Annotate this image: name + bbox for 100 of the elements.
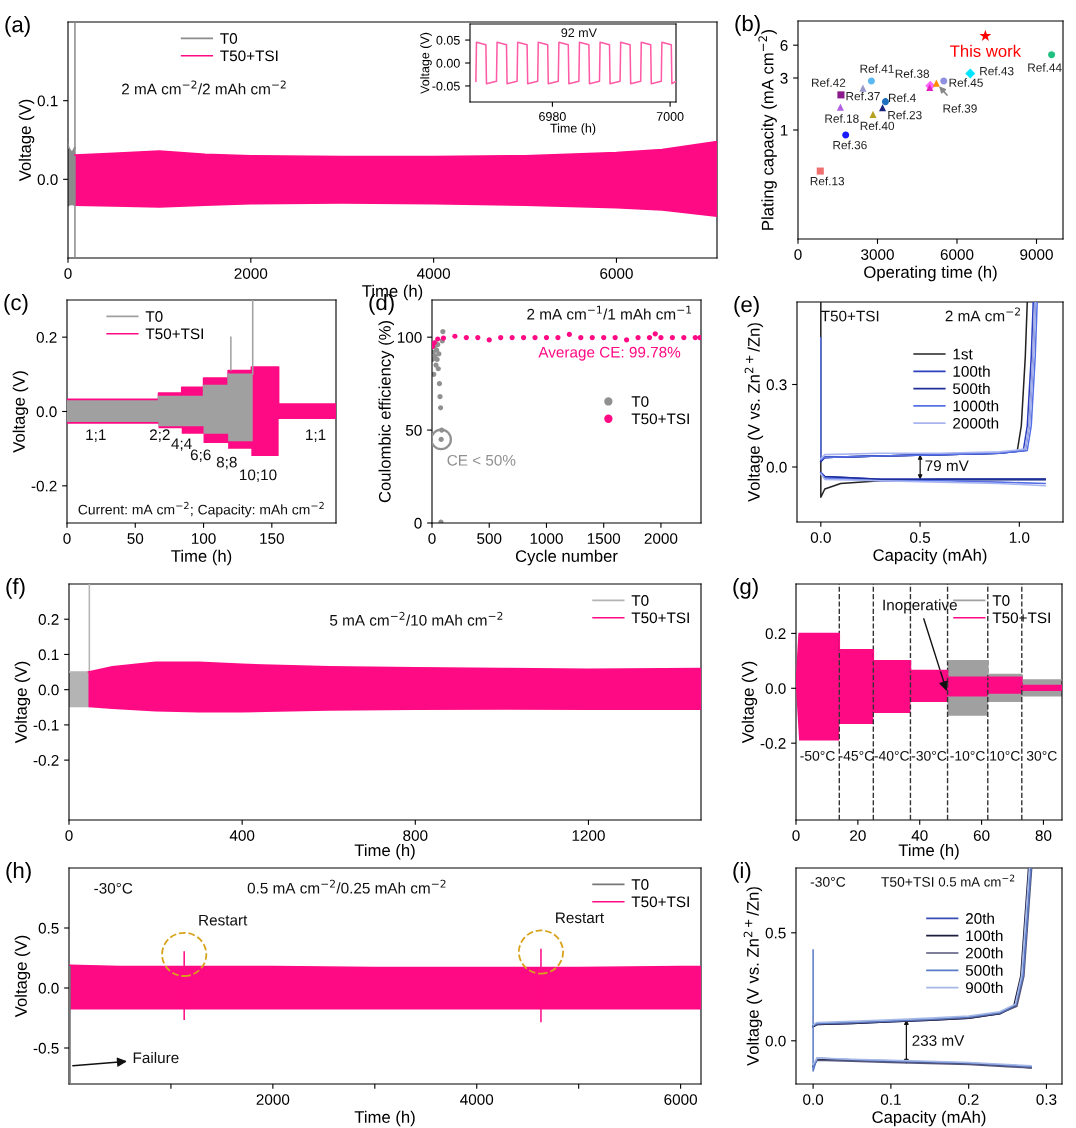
annotation: 1;1 [86,429,106,442]
series-label: Ref.13 [810,176,845,186]
y-tick-label: 50 [405,424,422,436]
x-tick-label: 2000 [234,268,268,279]
y-tick-label: -0.1 [33,719,59,731]
y-tick-label: 0.2 [765,628,786,640]
legend-label: 500th [952,382,990,395]
x-tick-label: 20 [850,830,866,841]
annotation: -30°C [94,882,133,894]
y-tick-label: 0.2 [36,332,57,343]
annotation: T50+TSI [881,877,934,887]
annotation: -10°C [950,750,985,761]
annotation: -50°C [800,750,835,761]
y-tick-label: 0.0 [38,982,59,994]
x-tick-label: 2000 [644,533,678,544]
legend-label: 900th [965,981,1003,994]
x-tick-label: 6000 [600,268,633,279]
x-axis-title: Capacity (mAh) [872,1110,986,1127]
x-tick-label: 2000 [256,1094,290,1105]
annotation: -30°C [810,877,846,887]
x-tick-label: 80 [1035,830,1052,841]
x-tick-label: 0 [63,533,71,544]
x-tick-label: 1500 [587,533,621,544]
legend-label: T50+TSI [631,896,689,908]
y-tick-label: 0.00 [436,58,460,68]
legend-label: T0 [631,879,649,890]
legend-label: 1000th [953,400,999,412]
annotation: Inoperative [883,599,957,614]
x-tick-label: 50 [127,533,144,544]
x-axis-title: Operating time (h) [864,265,997,282]
annotation: 2;2 [149,429,170,442]
y-tick-label: 1 [780,125,788,136]
annotation: 10;10 [240,469,277,483]
y-tick-label: 0.05 [436,35,460,45]
y-axis-title: Voltage (V) [12,371,29,453]
x-tick-label: 0.0 [810,532,831,543]
chart-title: (i) [733,862,751,883]
x-tick-label: 3000 [861,249,894,260]
annotation: T50+TSI [821,310,879,322]
legend-label: 1st [953,348,973,360]
x-tick-label: 6980 [539,112,566,121]
x-axis-title: Time (h) [550,123,596,136]
annotation: 30°C [1026,750,1057,761]
legend-label: 2000th [953,417,999,429]
x-tick-label: 0.1 [880,1094,901,1105]
annotation: Failure [133,1051,179,1064]
legend-label: T50+TSI [145,328,203,340]
series-label: Ref.36 [833,140,867,150]
annotation: 8;8 [216,456,237,470]
x-tick-label: 0.5 [910,532,931,543]
y-tick-label: 100 [397,332,422,343]
chart-title: (b) [735,15,760,36]
legend-label: 500th [965,964,1003,976]
annotation: -30°C [911,750,947,761]
annotation: 2 mA cm$^{−2}$/2 mAh cm$^{−2}$ [122,80,286,95]
annotation: Restart [199,914,248,926]
legend-label: T50+TSI [631,612,689,624]
chart-title: (e) [734,296,759,317]
series-label: Ref.44 [1028,63,1062,72]
x-tick-label: 1000 [530,533,563,544]
chart-title: (g) [733,578,758,599]
y-tick-label: 0.0 [37,174,58,186]
y-axis-title: Voltage (V vs. Zn$^{2+}$/Zn) [743,887,763,1066]
x-axis-title: Cycle number [515,549,618,566]
series-label: Ref.43 [980,66,1014,76]
y-axis-title: Voltage (V) [18,99,35,182]
x-tick-label: 400 [229,830,255,841]
series-label: Ref.38 [895,69,930,78]
x-tick-label: 0 [792,830,800,841]
chart-title: (c) [4,294,28,315]
legend-label: 200th [965,947,1003,959]
y-tick-label: 0.5 [38,922,59,934]
y-axis-title: Voltage (V) [741,661,758,744]
y-axis-title: Coulombic efficiency (%) [378,320,395,503]
annotation: 233 mV [912,1035,965,1046]
y-tick-label: -0.2 [33,754,59,766]
series-label: Ref.45 [949,78,983,87]
x-tick-label: 6000 [940,249,974,260]
annotation: -40°C [874,750,910,761]
x-tick-label: 0.0 [803,1094,824,1105]
x-tick-label: 7000 [656,112,684,121]
x-tick-label: 1.0 [1009,532,1030,543]
annotation: 5 mA cm$^{−2}$/10 mAh cm$^{−2}$ [329,611,503,626]
x-tick-label: 4000 [416,268,451,279]
series-label: Ref.41 [860,64,894,73]
y-tick-label: 0.5 [765,927,786,939]
annotation: -45°C [839,750,874,761]
y-axis-title: Voltage (V) [420,32,432,94]
chart-title: (a) [5,16,30,37]
x-axis-title: Time (h) [898,843,959,860]
y-tick-label: -0.05 [432,81,460,91]
x-tick-label: 0 [65,830,73,841]
x-tick-label: 4000 [460,1094,494,1105]
x-axis-title: Time (h) [171,549,232,566]
annotation: 1;1 [306,429,326,442]
x-tick-label: 100 [191,533,216,544]
annotation: 2 mA cm$^{−2}$ [945,307,1020,322]
legend-label: 20th [965,912,994,924]
annotation: 0.5 mA cm$^{−2}$/0.25 mAh cm$^{−2}$ [247,879,446,894]
annotation: 6;6 [190,449,211,463]
